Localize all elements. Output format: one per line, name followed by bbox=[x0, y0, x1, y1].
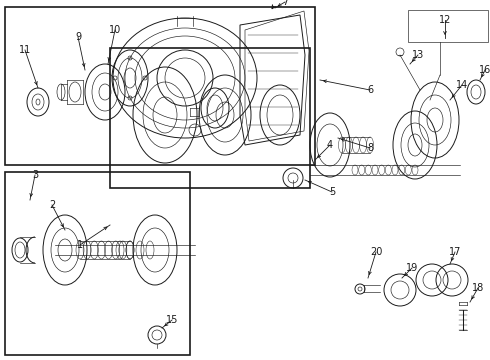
Bar bbox=[408, 10, 488, 42]
Bar bbox=[5, 7, 315, 165]
Bar bbox=[110, 48, 310, 188]
Text: 14: 14 bbox=[456, 80, 468, 90]
Text: 5: 5 bbox=[329, 187, 335, 197]
Text: 1: 1 bbox=[77, 240, 83, 250]
Text: 6: 6 bbox=[367, 85, 373, 95]
Text: 4: 4 bbox=[327, 140, 333, 150]
Text: 8: 8 bbox=[367, 143, 373, 153]
Text: 16: 16 bbox=[479, 65, 490, 75]
Text: 13: 13 bbox=[412, 50, 424, 60]
Text: 2: 2 bbox=[49, 200, 55, 210]
Text: 3: 3 bbox=[32, 170, 38, 180]
Text: 18: 18 bbox=[472, 283, 484, 293]
Text: 7: 7 bbox=[282, 0, 288, 7]
Text: 17: 17 bbox=[449, 247, 461, 257]
Text: 12: 12 bbox=[439, 15, 451, 25]
Bar bbox=[5, 172, 190, 355]
Text: 20: 20 bbox=[370, 247, 382, 257]
Text: 19: 19 bbox=[406, 263, 418, 273]
Text: 10: 10 bbox=[109, 25, 121, 35]
Text: 11: 11 bbox=[19, 45, 31, 55]
Text: 9: 9 bbox=[75, 32, 81, 42]
Text: 15: 15 bbox=[166, 315, 178, 325]
